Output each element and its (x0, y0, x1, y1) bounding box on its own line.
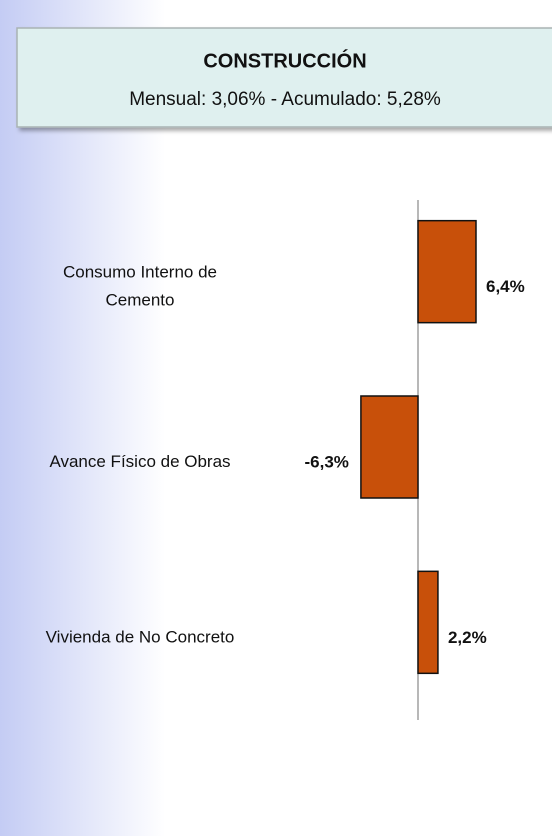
bar (417, 219, 477, 324)
value-label: -6,3% (304, 452, 348, 471)
value-label: 2,2% (448, 628, 487, 647)
category-label: Vivienda de No Concreto (46, 628, 235, 647)
category-label: Avance Físico de Obras (49, 452, 230, 471)
chart-title: CONSTRUCCIÓN (203, 48, 366, 72)
value-label: 6,4% (486, 277, 525, 296)
category-label: Consumo Interno de Cemento (63, 263, 217, 310)
bar (360, 395, 419, 499)
chart-subtitle: Mensual: 3,06% - Acumulado: 5,28% (129, 89, 441, 110)
bar (417, 570, 439, 675)
header-box (16, 27, 552, 128)
